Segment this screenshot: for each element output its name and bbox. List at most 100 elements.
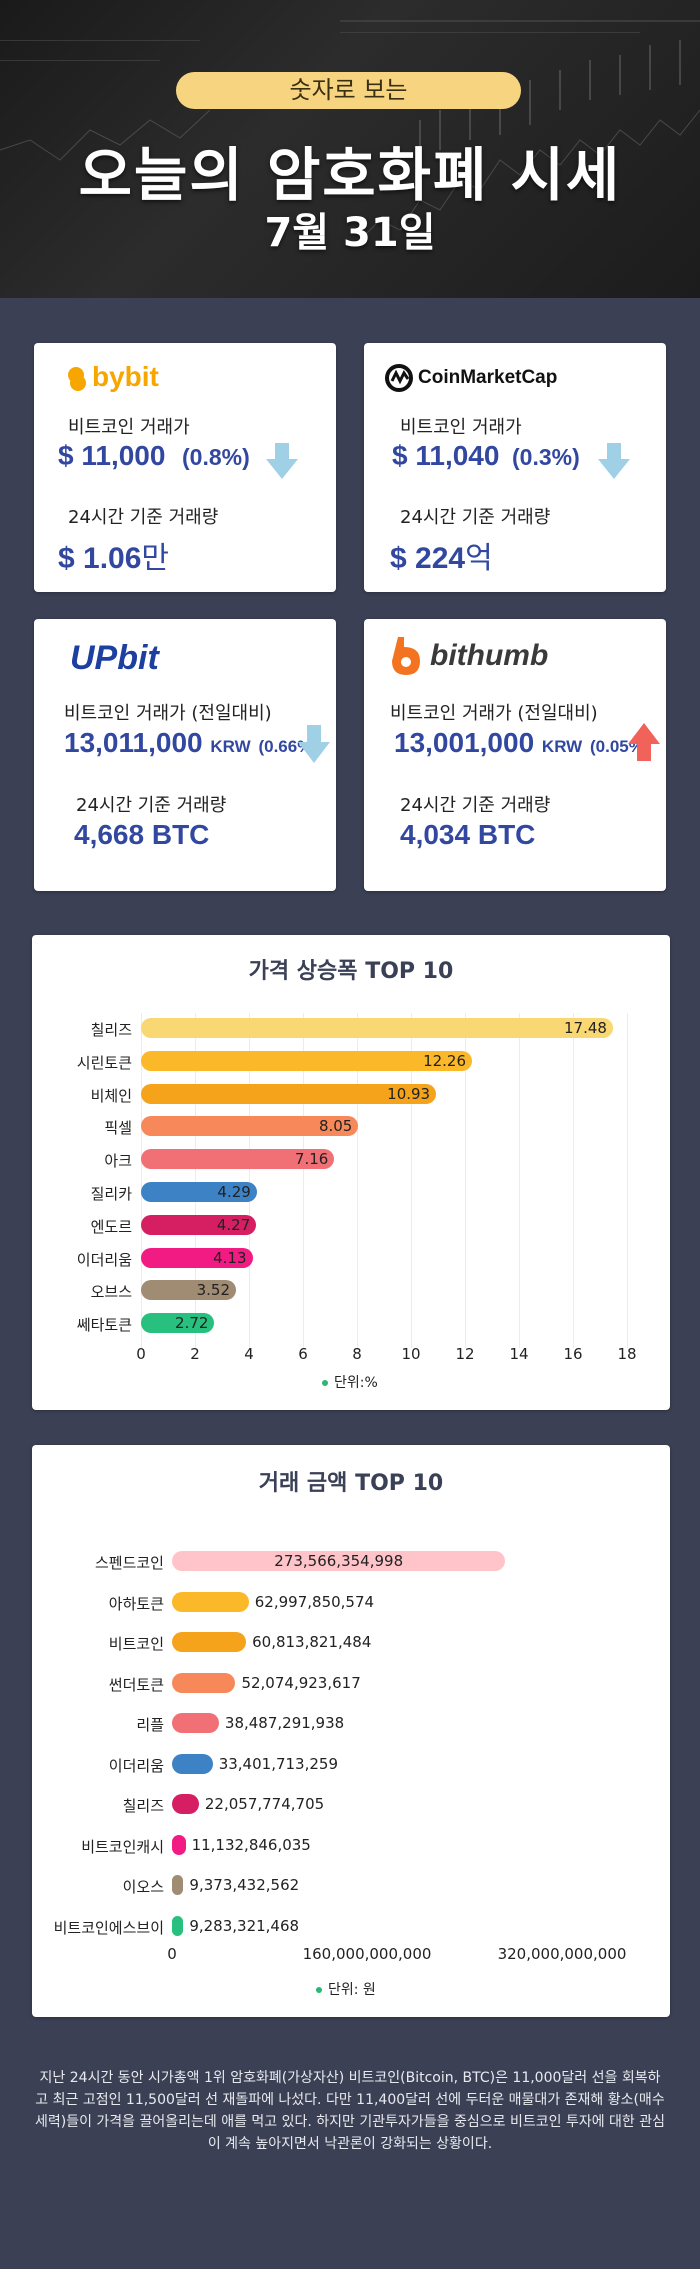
x-tick-label: 0 xyxy=(167,1945,177,1963)
coinmarketcap-change: (0.3%) xyxy=(512,444,580,470)
x-tick-label: 18 xyxy=(617,1345,637,1363)
bar-value-label: 2.72 xyxy=(175,1314,209,1333)
grid-line xyxy=(627,1013,628,1348)
bar xyxy=(172,1713,219,1733)
grid-line xyxy=(519,1013,520,1348)
bar-value-label: 52,074,923,617 xyxy=(241,1673,361,1692)
bithumb-card: bithumb 비트코인 거래가 (전일대비) 13,001,000 KRW (… xyxy=(364,619,666,891)
grid-line xyxy=(411,1013,412,1348)
upbit-price-unit: KRW xyxy=(210,737,251,756)
category-label: 리플 xyxy=(136,1716,164,1734)
bar xyxy=(172,1794,199,1814)
bar xyxy=(141,1018,613,1038)
price-rise-chart-card: 가격 상승폭 TOP 10 칠리즈 17.48 시린토큰 12.26 비체인 10.93 픽… xyxy=(32,935,670,1410)
x-tick-label: 16 xyxy=(563,1345,583,1363)
category-label: 비트코인에스브이 xyxy=(53,1918,164,1937)
grid-line xyxy=(465,1013,466,1348)
x-tick-label: 160,000,000,000 xyxy=(302,1945,432,1963)
down-arrow-icon xyxy=(266,443,298,479)
coinmarketcap-volume-unit: 억 xyxy=(465,542,493,575)
category-label: 이더리움 xyxy=(108,1756,164,1775)
grid-line xyxy=(303,1013,304,1348)
bar-value-label: 12.26 xyxy=(423,1051,467,1070)
bar-value-label: 7.16 xyxy=(294,1150,329,1169)
bybit-price: $ 11,000 xyxy=(58,440,166,471)
grid-line xyxy=(195,1013,196,1348)
trade-volume-chart-title: 거래 금액 TOP 10 xyxy=(258,1471,444,1496)
bithumb-price-unit: KRW xyxy=(541,737,583,756)
bar xyxy=(141,1313,215,1334)
bar xyxy=(141,1214,257,1235)
category-label: 칠리즈 xyxy=(90,1021,132,1039)
x-tick-label: 4 xyxy=(244,1345,254,1363)
bithumb-logo-icon xyxy=(392,637,420,675)
category-label: 아하토큰 xyxy=(108,1594,164,1613)
coinmarketcap-logo-icon xyxy=(385,364,413,392)
bar xyxy=(141,1083,437,1104)
bar xyxy=(172,1632,247,1652)
bybit-volume-number: $ 1.06 xyxy=(58,542,142,575)
bar xyxy=(172,1591,249,1612)
bar xyxy=(172,1753,213,1774)
header-banner: 숫자로 보는 오늘의 암호화폐 시세 7월 31일 xyxy=(0,0,700,298)
bybit-logo-text: bybit xyxy=(92,361,159,392)
bithumb-logo: bithumb xyxy=(390,635,548,675)
bar-value-label: 4.13 xyxy=(213,1248,247,1267)
bar-value-label: 60,813,821,484 xyxy=(252,1633,372,1651)
bar-value-label: 3.52 xyxy=(196,1281,231,1300)
category-label: 썬더토큰 xyxy=(108,1675,164,1694)
bybit-volume: $ 1.06만 xyxy=(58,533,169,577)
upbit-price: 13,011,000 KRW (0.66%) xyxy=(64,727,318,759)
bar xyxy=(172,1551,506,1571)
bybit-volume-label: 24시간 기준 거래량 xyxy=(68,507,219,528)
x-tick-label: 320,000,000,000 xyxy=(497,1945,627,1963)
trade-volume-legend-text: 단위: 원 xyxy=(328,1982,376,1998)
down-arrow-icon xyxy=(298,725,330,763)
bithumb-price-value: 13,001,000 xyxy=(394,727,535,758)
bybit-card: bybit 비트코인 거래가 $ 11,000 (0.8%) 24시간 기준 거… xyxy=(34,343,336,592)
x-tick-label: 6 xyxy=(298,1345,308,1363)
upbit-card: UPbit 비트코인 거래가 (전일대비) 13,011,000 KRW (0.… xyxy=(34,619,336,891)
legend-dot-icon xyxy=(322,1380,328,1386)
grid-line xyxy=(357,1013,358,1348)
category-label: 비트코인 xyxy=(108,1635,164,1653)
bar-value-label: 273,566,354,998 xyxy=(274,1552,404,1570)
bar xyxy=(141,1182,257,1202)
bar-value-label: 11,132,846,035 xyxy=(191,1835,311,1854)
bar xyxy=(141,1050,473,1071)
coinmarketcap-card: CoinMarketCap 비트코인 거래가 $ 11,040 (0.3%) 2… xyxy=(364,343,666,592)
page-title: 오늘의 암호화폐 시세 xyxy=(78,141,622,209)
bar xyxy=(141,1116,359,1137)
category-label: 질리카 xyxy=(90,1185,132,1203)
page-date: 7월 31일 xyxy=(264,210,436,256)
summary-paragraph: 지난 24시간 동안 시가총액 1위 암호화폐(가상자산) 비트코인(Bitco… xyxy=(34,2070,666,2152)
grid-line xyxy=(573,1013,574,1348)
bybit-change: (0.8%) xyxy=(182,444,250,470)
category-label: 오브스 xyxy=(90,1283,132,1302)
coinmarketcap-logo-text: CoinMarketCap xyxy=(418,367,558,388)
bar xyxy=(172,1834,186,1855)
category-label: 시린토큰 xyxy=(76,1053,132,1072)
bar xyxy=(141,1280,237,1301)
bar-value-label: 62,997,850,574 xyxy=(254,1592,375,1611)
bithumb-price: 13,001,000 KRW (0.05%) xyxy=(394,727,650,759)
price-rise-chart-title: 가격 상승폭 TOP 10 xyxy=(248,959,454,984)
coinmarketcap-volume: $ 224억 xyxy=(390,533,493,577)
category-label: 비체인 xyxy=(90,1086,132,1105)
x-tick-label: 2 xyxy=(190,1345,200,1363)
upbit-volume: 4,668 BTC xyxy=(74,819,210,850)
price-rise-legend-text: 단위:% xyxy=(334,1375,378,1391)
bybit-price-label: 비트코인 거래가 xyxy=(68,417,190,438)
bar xyxy=(172,1672,236,1693)
bar xyxy=(141,1247,253,1268)
bar xyxy=(172,1875,184,1895)
x-tick-label: 12 xyxy=(455,1345,475,1363)
bar-value-label: 33,401,713,259 xyxy=(218,1754,338,1773)
x-tick-label: 8 xyxy=(352,1345,362,1363)
upbit-price-value: 13,011,000 xyxy=(64,727,203,758)
category-label: 아크 xyxy=(104,1152,132,1171)
trade-volume-chart-card: 거래 금액 TOP 10 스펜드코인 273,566,354,998 아하토큰 62,… xyxy=(32,1445,670,2017)
category-label: 스펜드코인 xyxy=(94,1554,164,1572)
bar-value-label: 4.29 xyxy=(217,1183,251,1201)
bar-value-label: 4.27 xyxy=(216,1215,251,1234)
